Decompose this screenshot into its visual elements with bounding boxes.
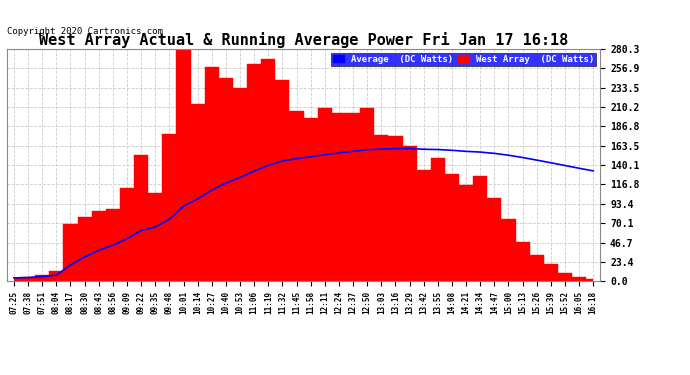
Title: West Array Actual & Running Average Power Fri Jan 17 16:18: West Array Actual & Running Average Powe…	[39, 32, 569, 48]
Legend: Average  (DC Watts), West Array  (DC Watts): Average (DC Watts), West Array (DC Watts…	[331, 53, 595, 66]
Text: Copyright 2020 Cartronics.com: Copyright 2020 Cartronics.com	[7, 27, 163, 36]
